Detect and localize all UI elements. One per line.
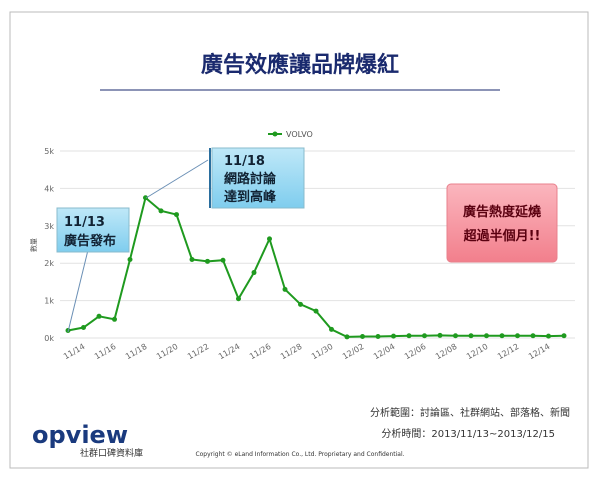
point	[267, 236, 272, 242]
y-axis-label: 數量	[29, 238, 38, 252]
y-tick-label: 4k	[44, 184, 54, 193]
y-tick-label: 5k	[44, 147, 54, 156]
point	[298, 301, 303, 307]
callout-text: 11/13	[64, 215, 105, 230]
point	[546, 333, 551, 339]
y-tick-label: 0k	[44, 334, 54, 343]
callout-text: 超過半個月!!	[464, 228, 541, 244]
logo: opview	[32, 421, 128, 449]
point	[96, 313, 102, 319]
point	[499, 333, 505, 339]
callout	[446, 183, 558, 263]
point	[174, 212, 179, 218]
leader	[145, 159, 209, 199]
point	[329, 326, 334, 332]
y-tick-label: 3k	[44, 222, 54, 231]
point	[127, 256, 133, 262]
copyright: Copyright © eLand Information Co., Ltd. …	[195, 451, 404, 458]
point	[143, 195, 148, 201]
point	[251, 270, 257, 276]
callout-text: 達到高峰	[224, 189, 277, 205]
chart-title: 廣告效應讓品牌爆紅	[201, 52, 399, 78]
point	[406, 333, 412, 339]
point	[561, 333, 567, 339]
callout-text: 廣告發布	[64, 233, 116, 249]
logo-sub: 社群口碑資料庫	[80, 447, 143, 459]
point	[313, 308, 319, 314]
point	[189, 256, 195, 262]
point	[453, 333, 458, 339]
callout-text: 廣告熱度延燒	[463, 204, 541, 220]
point	[344, 334, 350, 340]
callout	[56, 207, 130, 253]
y-tick-label: 2k	[44, 259, 54, 268]
point	[220, 257, 226, 263]
leader	[67, 249, 89, 333]
point	[391, 333, 396, 339]
point	[112, 316, 117, 322]
callout-text: 網路討論	[224, 171, 277, 187]
legend-marker	[272, 131, 278, 137]
footer-scope: 分析範圍：討論區、社群網站、部落格、新聞	[370, 406, 570, 419]
point	[236, 296, 241, 302]
point	[515, 333, 520, 339]
point	[158, 208, 164, 214]
point	[437, 332, 443, 338]
point	[484, 333, 489, 339]
callout-text: 11/18	[224, 154, 265, 169]
point	[81, 325, 86, 331]
point	[360, 334, 365, 340]
point	[282, 286, 288, 292]
point	[422, 333, 427, 339]
legend-label: VOLVO	[286, 130, 313, 139]
y-tick-label: 1k	[44, 297, 54, 306]
point	[375, 334, 381, 340]
point	[205, 258, 210, 264]
footer-period: 分析時間：2013/11/13~2013/12/15	[381, 427, 555, 440]
callout	[211, 147, 305, 209]
point	[530, 333, 536, 339]
point	[468, 333, 474, 339]
